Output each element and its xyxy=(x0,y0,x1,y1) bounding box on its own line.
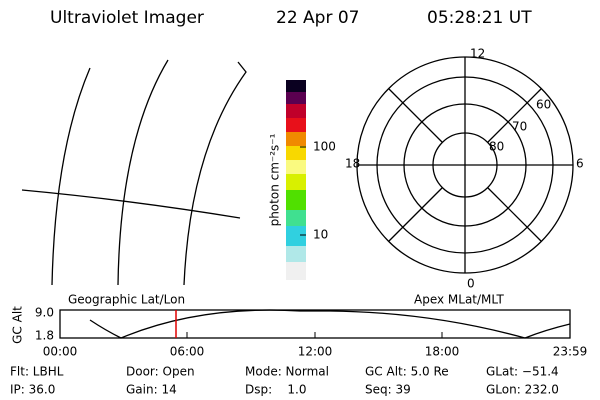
status-item: Mode: Normal xyxy=(245,365,329,379)
mlt-label: 6 xyxy=(576,157,584,171)
timeline-right-title: Apex MLat/MLT xyxy=(414,293,504,307)
status-item: Seq: 39 xyxy=(365,383,411,397)
timeline-x-tick: 06:00 xyxy=(170,345,205,359)
timeline-x-tick: 18:00 xyxy=(425,345,460,359)
mlat-label: 60 xyxy=(536,98,551,112)
status-item: GLat: −51.4 xyxy=(486,365,559,379)
status-item: Gain: 14 xyxy=(126,383,177,397)
status-item: Flt: LBHL xyxy=(10,365,64,379)
date: 22 Apr 07 xyxy=(276,8,359,28)
mlt-label: 18 xyxy=(345,157,360,171)
status-item: Door: Open xyxy=(126,365,195,379)
mlt-label: 0 xyxy=(467,277,475,291)
mlt-label: 12 xyxy=(470,47,485,61)
mlat-label: 80 xyxy=(489,140,504,154)
timeline-y-tick: 1.8 xyxy=(35,329,54,343)
timeline-y-label: GC Alt xyxy=(11,306,25,344)
status-item: Dsp: 1.0 xyxy=(245,383,307,397)
timeline-x-tick: 12:00 xyxy=(298,345,333,359)
polar-grid xyxy=(356,56,574,274)
colorbar xyxy=(286,80,306,280)
title: Ultraviolet Imager xyxy=(50,8,204,28)
status-item: GC Alt: 5.0 Re xyxy=(365,365,449,379)
map-grid xyxy=(21,59,247,286)
status-item: IP: 36.0 xyxy=(10,383,55,397)
timeline-y-tick: 9.0 xyxy=(35,306,54,320)
colorbar-tick: 100 xyxy=(313,140,336,154)
colorbar-label: photon cm⁻²s⁻¹ xyxy=(268,133,282,226)
timeline-x-tick: 23:59 xyxy=(553,345,588,359)
time: 05:28:21 UT xyxy=(427,8,532,28)
status-item: GLon: 232.0 xyxy=(486,383,559,397)
colorbar-tick: 10 xyxy=(313,228,328,242)
mlat-label: 70 xyxy=(512,120,527,134)
timeline-left-title: Geographic Lat/Lon xyxy=(68,293,185,307)
timeline-plot xyxy=(59,309,571,339)
timeline-x-tick: 00:00 xyxy=(43,345,78,359)
